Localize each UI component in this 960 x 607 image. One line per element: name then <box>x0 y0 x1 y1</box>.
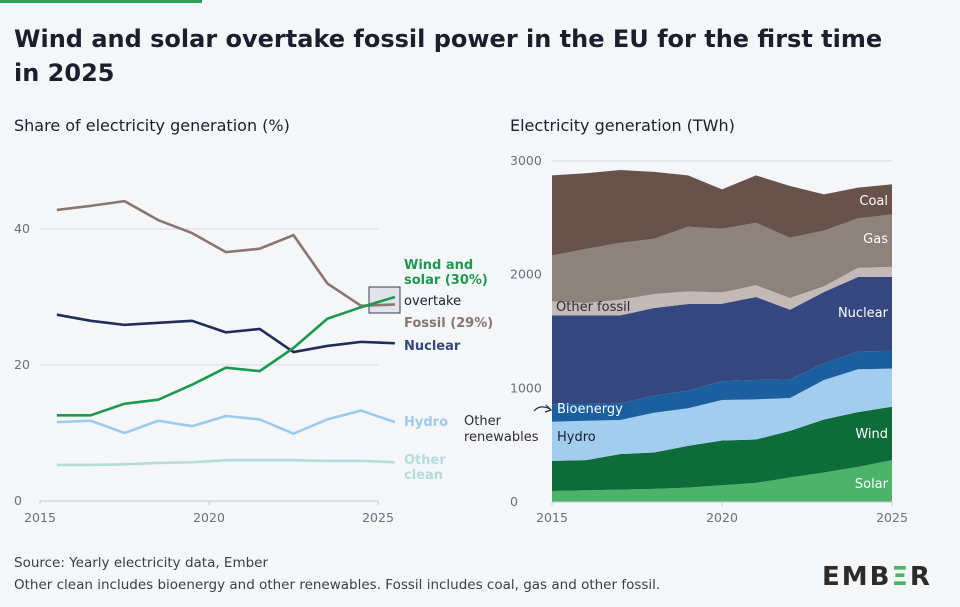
label-hydro: Hydro <box>404 415 449 430</box>
line-hydro <box>56 409 396 435</box>
area-solar <box>552 460 892 502</box>
y-tick-label: 0 <box>14 493 22 508</box>
x-tick-label: 2020 <box>193 510 225 525</box>
y-tick-label: 20 <box>14 357 30 372</box>
line-nuclear <box>56 313 395 354</box>
label-overtake: overtake <box>404 294 462 309</box>
x-tick-label: 2025 <box>876 510 908 525</box>
area-wind <box>552 406 892 491</box>
y-tick-label: 40 <box>14 221 30 236</box>
line-wind <box>56 295 396 417</box>
label-bioenergy: Bioenergy <box>557 402 623 417</box>
y-tick-label: 3000 <box>510 153 542 168</box>
right-chart-title: Electricity generation (TWh) <box>510 116 735 135</box>
area-nuclear <box>552 276 892 405</box>
x-tick-label: 2015 <box>536 510 568 525</box>
line-fossil <box>56 199 395 308</box>
label-coal: Coal <box>859 194 888 209</box>
y-tick-label: 2000 <box>510 267 542 282</box>
area-gas <box>552 214 892 304</box>
arrowhead-icon <box>544 404 553 413</box>
label-other-renewables: Other renewables <box>464 414 539 445</box>
area-bioenergy <box>552 350 892 422</box>
label-hydro-area: Hydro <box>557 430 596 445</box>
label-other-fossil: Other fossil <box>556 300 631 315</box>
footnote-text: Other clean includes bioenergy and other… <box>14 577 661 593</box>
line-other <box>56 458 395 467</box>
x-tick-label: 2020 <box>706 510 738 525</box>
label-solar: Solar <box>854 477 888 492</box>
area-coal <box>552 169 892 256</box>
label-nuclear-area: Nuclear <box>837 306 888 321</box>
source-text: Source: Yearly electricity data, Ember <box>14 555 269 571</box>
label-wind-solar: Wind and solar (30%) <box>404 258 488 288</box>
x-tick-label: 2025 <box>362 510 394 525</box>
accent-bar <box>0 0 202 3</box>
page-title: Wind and solar overtake fossil power in … <box>14 25 883 87</box>
y-tick-label: 1000 <box>510 380 542 395</box>
label-nuclear: Nuclear <box>404 339 461 354</box>
x-tick-label: 2015 <box>24 510 56 525</box>
y-tick-label: 0 <box>510 494 518 509</box>
label-wind: Wind <box>855 427 888 442</box>
arrow-icon <box>533 406 551 412</box>
label-fossil: Fossil (29%) <box>404 316 494 331</box>
label-gas: Gas <box>863 232 888 247</box>
ember-logo: EMBΞR <box>822 562 932 592</box>
area-hydro <box>552 368 892 461</box>
label-other-clean: Other clean <box>404 453 446 483</box>
left-chart-title: Share of electricity generation (%) <box>14 116 290 135</box>
area-other-fossil <box>552 266 892 316</box>
